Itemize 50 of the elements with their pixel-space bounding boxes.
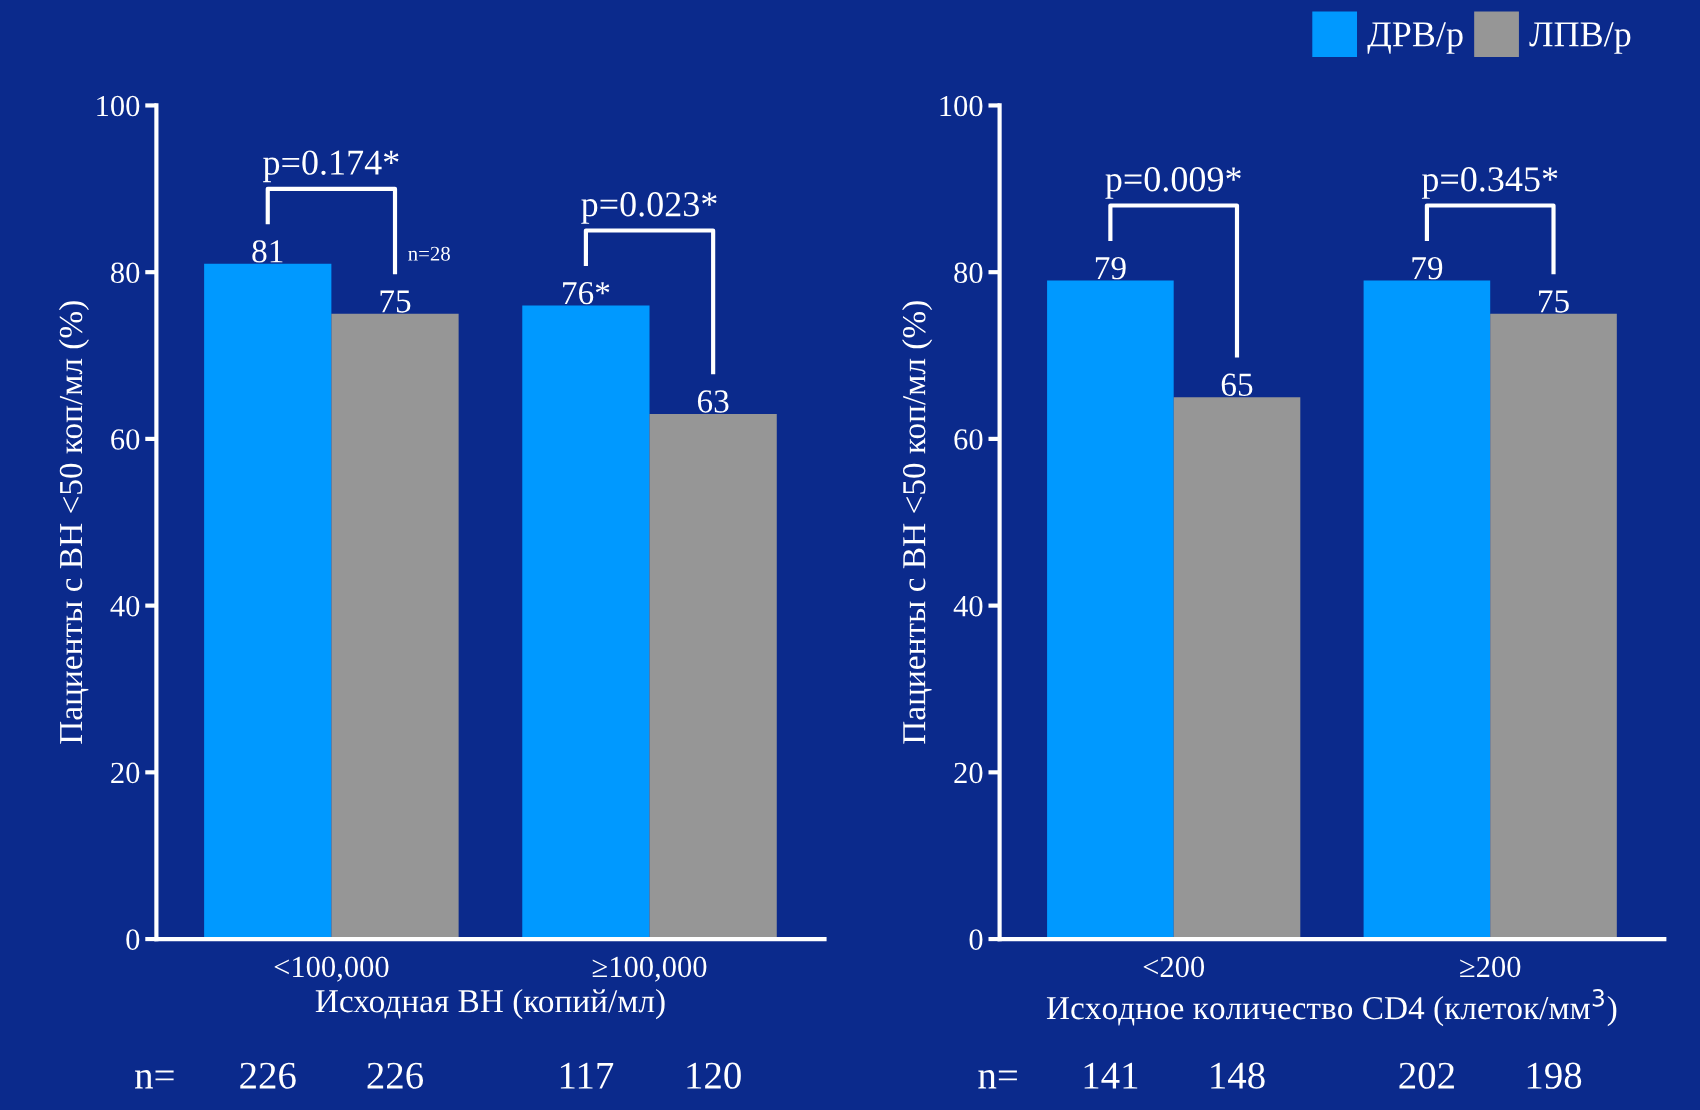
text: 226 [367, 1062, 424, 1089]
data-label: 79 [1095, 256, 1126, 280]
text: 148 [1211, 1062, 1265, 1089]
y-axis-title: Пациенты с ВН <50 коп/мл (%) [58, 301, 90, 744]
annotation: p=0.174* [263, 150, 399, 183]
text: 120 [687, 1062, 741, 1089]
data-label: 63 [697, 390, 729, 413]
data-label: 81 [252, 240, 283, 263]
y-tick-label: 0 [969, 929, 983, 950]
bar [649, 413, 777, 940]
y-tick-label: 60 [954, 429, 983, 450]
y-tick-label: 60 [111, 429, 140, 450]
text: 202 [1399, 1062, 1454, 1089]
data-label: 75 [380, 290, 411, 313]
legend-label: ЛПВ/р [1529, 22, 1631, 54]
annotation: p=0.023* [581, 192, 717, 224]
y-tick-label: 100 [940, 95, 983, 117]
y-tick-label: 20 [954, 762, 983, 784]
x-tick-label: ≥100,000 [592, 956, 707, 982]
bar [1173, 397, 1301, 940]
legend-label: ДРВ/р [1367, 22, 1463, 54]
annotation: n=28 [408, 246, 450, 261]
y-tick-label: 0 [126, 929, 140, 950]
y-tick-label: 40 [110, 595, 140, 617]
y-axis-title: Пациенты с ВН <50 коп/мл (%) [902, 301, 933, 744]
annotation: p=0.345* [1421, 167, 1558, 199]
text: n= [978, 1070, 1017, 1089]
y-tick-label: 100 [97, 95, 140, 117]
x-tick-label: ≥200 [1460, 956, 1521, 978]
text: 198 [1527, 1062, 1582, 1089]
y-tick-label: 40 [953, 595, 983, 617]
bar [331, 313, 459, 940]
bar [1363, 280, 1491, 940]
y-tick-label: 20 [111, 762, 140, 784]
text: 141 [1084, 1062, 1138, 1089]
x-axis-title: Исходное количество CD4 (клеток/мм$^{3}$) [1046, 988, 1617, 1027]
text: n= [135, 1070, 174, 1089]
x-tick-label: <100,000 [274, 956, 389, 982]
data-label: 65 [1221, 373, 1253, 396]
data-label: 76* [563, 281, 610, 305]
x-tick-label: <200 [1143, 956, 1205, 978]
text: 226 [240, 1062, 296, 1089]
y-tick-label: 80 [111, 262, 140, 284]
text: 117 [560, 1062, 614, 1089]
annotation: p=0.009* [1105, 167, 1241, 199]
data-label: 75 [1539, 290, 1569, 313]
bar [1490, 313, 1617, 940]
data-label: 79 [1412, 256, 1443, 280]
x-axis-title: Исходная ВН (копий/мл) [315, 988, 665, 1020]
y-tick-label: 80 [954, 262, 983, 284]
